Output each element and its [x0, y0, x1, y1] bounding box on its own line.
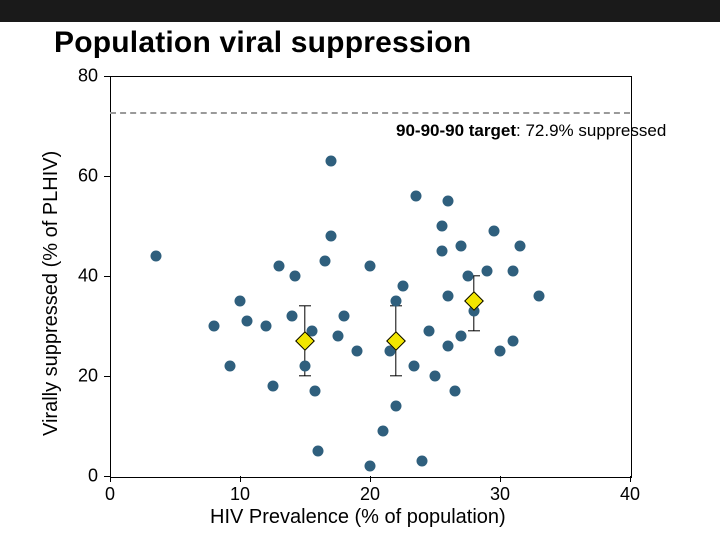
error-cap [390, 375, 402, 376]
y-tick [104, 176, 110, 177]
y-axis-label: Virally suppressed (% of PLHIV) [40, 151, 63, 436]
data-point [300, 361, 311, 372]
top-bar [0, 0, 720, 22]
page-title: Population viral suppression [54, 26, 471, 60]
data-point [462, 271, 473, 282]
data-point [332, 331, 343, 342]
x-tick [370, 476, 371, 482]
data-point [313, 446, 324, 457]
data-point [443, 341, 454, 352]
data-point [436, 221, 447, 232]
x-tick-label: 0 [105, 484, 115, 505]
y-tick-label: 60 [66, 166, 98, 187]
x-tick [110, 476, 111, 482]
data-point [261, 321, 272, 332]
data-point [488, 226, 499, 237]
data-point [391, 401, 402, 412]
reference-line [110, 112, 630, 114]
data-point [339, 311, 350, 322]
data-point [443, 196, 454, 207]
data-point [319, 256, 330, 267]
data-point [365, 461, 376, 472]
x-tick-label: 40 [620, 484, 640, 505]
title-wrap: Population viral suppression [0, 22, 720, 68]
data-point [409, 361, 420, 372]
data-point [456, 331, 467, 342]
data-point [241, 316, 252, 327]
data-point [514, 241, 525, 252]
x-tick [240, 476, 241, 482]
data-point [456, 241, 467, 252]
data-point [287, 311, 298, 322]
data-point [436, 246, 447, 257]
x-tick [630, 476, 631, 482]
y-tick-label: 0 [66, 466, 98, 487]
data-point [410, 191, 421, 202]
y-tick-label: 40 [66, 266, 98, 287]
x-tick-label: 20 [360, 484, 380, 505]
y-tick [104, 276, 110, 277]
x-axis-label: HIV Prevalence (% of population) [210, 506, 506, 529]
data-point [235, 296, 246, 307]
x-tick [500, 476, 501, 482]
data-point [274, 261, 285, 272]
y-tick [104, 76, 110, 77]
target-annotation-bold: 90-90-90 target [396, 121, 516, 140]
data-point [482, 266, 493, 277]
data-point [209, 321, 220, 332]
x-tick-label: 10 [230, 484, 250, 505]
target-annotation: 90-90-90 target: 72.9% suppressed [396, 121, 666, 141]
data-point [508, 336, 519, 347]
data-point [534, 291, 545, 302]
data-point [508, 266, 519, 277]
error-cap [299, 305, 311, 306]
data-point [289, 271, 300, 282]
data-point [326, 231, 337, 242]
y-tick-label: 20 [66, 366, 98, 387]
data-point [430, 371, 441, 382]
data-point [417, 456, 428, 467]
scatter-chart: 90-90-90 target: 72.9% suppressed 0 20 40 60… [0, 68, 720, 540]
data-point [391, 296, 402, 307]
data-point [378, 426, 389, 437]
data-point [397, 281, 408, 292]
data-point [495, 346, 506, 357]
target-annotation-rest: : 72.9% suppressed [516, 121, 666, 140]
data-point [224, 361, 235, 372]
x-tick-label: 30 [490, 484, 510, 505]
data-point [443, 291, 454, 302]
data-point [267, 381, 278, 392]
data-point [423, 326, 434, 337]
data-point [150, 251, 161, 262]
error-cap [299, 375, 311, 376]
y-tick-label: 80 [66, 66, 98, 87]
y-tick [104, 376, 110, 377]
data-point [326, 156, 337, 167]
data-point [352, 346, 363, 357]
data-point [365, 261, 376, 272]
data-point [449, 386, 460, 397]
data-point [310, 386, 321, 397]
error-cap [468, 330, 480, 331]
